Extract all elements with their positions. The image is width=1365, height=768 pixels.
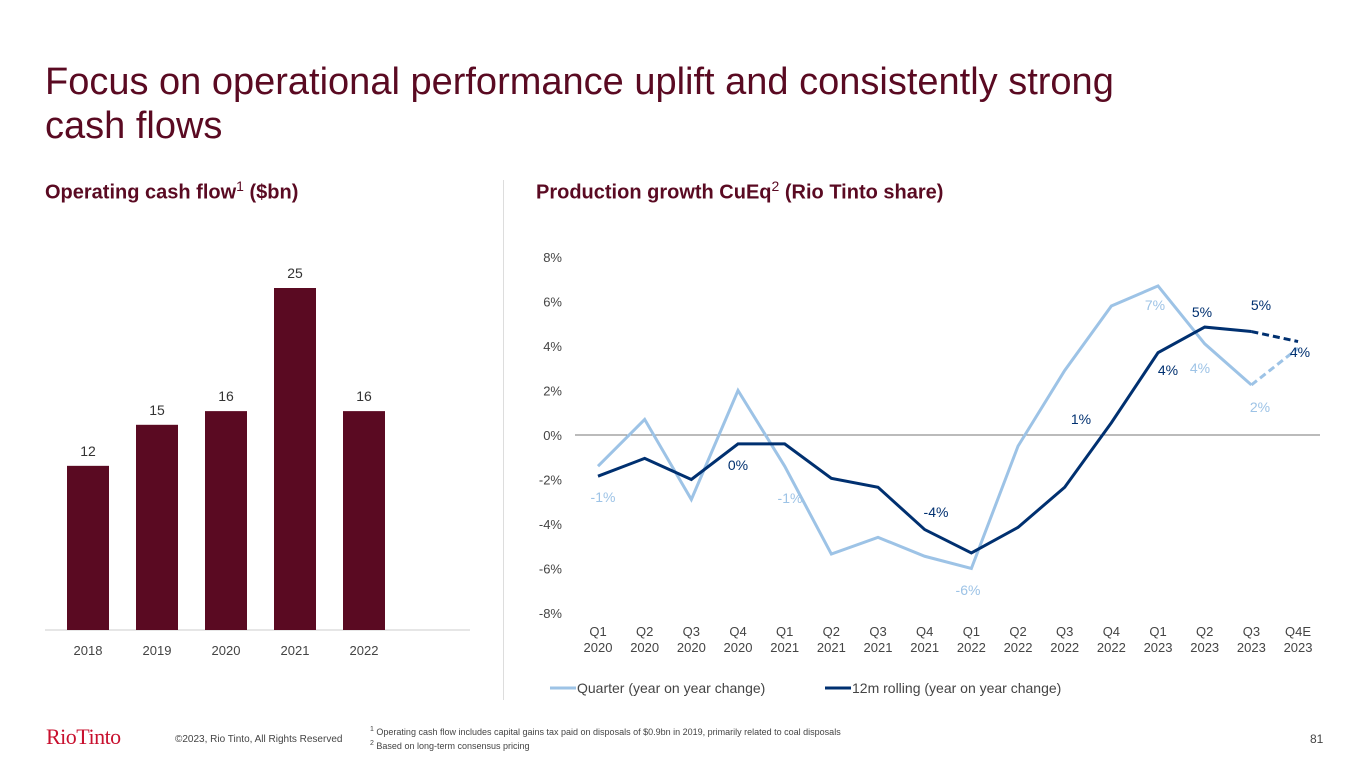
bar-data-label: 16 — [356, 388, 372, 404]
bar — [274, 288, 316, 630]
y-tick-label: 8% — [543, 250, 562, 265]
x-tick-label: 2022 — [1004, 640, 1033, 655]
x-tick-label: Q3 — [1243, 624, 1260, 639]
line-data-label: 4% — [1158, 362, 1178, 378]
bar-data-label: 15 — [149, 402, 165, 418]
bar-category-label: 2020 — [212, 643, 241, 658]
legend-label: Quarter (year on year change) — [577, 680, 765, 696]
x-tick-label: 2021 — [910, 640, 939, 655]
x-tick-label: Q2 — [1009, 624, 1026, 639]
series-line-forecast — [1250, 347, 1299, 387]
line-data-label: 4% — [1290, 344, 1310, 360]
x-tick-label: Q1 — [963, 624, 980, 639]
x-tick-label: Q2 — [823, 624, 840, 639]
x-tick-label: Q4 — [729, 624, 746, 639]
x-tick-label: Q3 — [1056, 624, 1073, 639]
x-tick-label: 2020 — [584, 640, 613, 655]
bar-data-label: 16 — [218, 388, 234, 404]
bar-chart-title: Operating cash flow1 ($bn) — [45, 178, 298, 205]
y-tick-label: -8% — [539, 606, 563, 621]
y-tick-label: -2% — [539, 473, 563, 488]
series-line — [596, 284, 1253, 571]
x-tick-label: 2023 — [1190, 640, 1219, 655]
rio-tinto-logo: RioTinto — [46, 724, 121, 749]
x-tick-label: 2023 — [1237, 640, 1266, 655]
line-data-label: -4% — [924, 504, 949, 520]
subtitle-unit: (Rio Tinto share) — [779, 181, 944, 204]
y-tick-label: -6% — [539, 562, 563, 577]
line-chart-title: Production growth CuEq2 (Rio Tinto share… — [536, 178, 943, 205]
x-tick-label: Q2 — [1196, 624, 1213, 639]
x-tick-label: Q2 — [636, 624, 653, 639]
line-data-label: 7% — [1145, 297, 1165, 313]
y-tick-label: 6% — [543, 295, 562, 310]
line-data-label: 1% — [1071, 411, 1091, 427]
x-tick-label: 2020 — [724, 640, 753, 655]
page-title: Focus on operational performance uplift … — [45, 61, 1114, 147]
x-tick-label: 2022 — [1097, 640, 1126, 655]
bar — [343, 411, 385, 630]
bar-category-label: 2022 — [350, 643, 379, 658]
line-data-label: -6% — [956, 582, 981, 598]
subtitle-text: Production growth CuEq — [536, 181, 772, 204]
x-tick-label: Q4E — [1285, 624, 1311, 639]
footnotes: 1 Operating cash flow includes capital g… — [370, 726, 841, 751]
line-data-label: 4% — [1190, 360, 1210, 376]
subtitle-unit: ($bn) — [243, 181, 299, 204]
y-tick-label: 0% — [543, 428, 562, 443]
x-tick-label: Q3 — [869, 624, 886, 639]
bar-category-label: 2018 — [74, 643, 103, 658]
y-tick-label: 2% — [543, 384, 562, 399]
bar-data-label: 25 — [287, 265, 303, 281]
x-tick-label: Q1 — [776, 624, 793, 639]
x-tick-label: 2021 — [864, 640, 893, 655]
footnote-ref: 1 — [236, 178, 244, 194]
x-tick-label: 2022 — [957, 640, 986, 655]
y-tick-label: 4% — [543, 339, 562, 354]
page-number: 81 — [1310, 732, 1324, 746]
x-tick-label: 2021 — [817, 640, 846, 655]
y-tick-label: -4% — [539, 517, 563, 532]
series-line — [597, 325, 1252, 555]
x-tick-label: Q3 — [683, 624, 700, 639]
bar-category-label: 2019 — [143, 643, 172, 658]
bar — [205, 411, 247, 630]
subtitle-text: Operating cash flow — [45, 181, 237, 204]
footnote-2: Based on long-term consensus pricing — [376, 741, 530, 751]
series-line-forecast — [1251, 330, 1299, 344]
x-tick-label: 2023 — [1284, 640, 1313, 655]
footnote-ref: 2 — [771, 178, 780, 194]
x-tick-label: Q1 — [589, 624, 606, 639]
copyright: ©2023, Rio Tinto, All Rights Reserved — [175, 734, 343, 745]
x-tick-label: 2021 — [770, 640, 799, 655]
line-data-label: 5% — [1251, 297, 1271, 313]
bar — [136, 424, 178, 630]
footnote-1: Operating cash flow includes capital gai… — [376, 727, 841, 737]
divider — [503, 180, 504, 700]
bar-category-label: 2021 — [281, 643, 310, 658]
x-tick-label: 2020 — [630, 640, 659, 655]
x-tick-label: Q4 — [1103, 624, 1120, 639]
line-data-label: 5% — [1192, 304, 1212, 320]
x-tick-label: 2023 — [1144, 640, 1173, 655]
line-data-label: -1% — [591, 489, 616, 505]
bar-data-label: 12 — [80, 443, 96, 459]
x-tick-label: 2022 — [1050, 640, 1079, 655]
x-tick-label: Q1 — [1149, 624, 1166, 639]
line-data-label: 2% — [1250, 399, 1270, 415]
x-tick-label: 2020 — [677, 640, 706, 655]
x-tick-label: Q4 — [916, 624, 933, 639]
line-data-label: 0% — [728, 457, 748, 473]
bar — [67, 465, 109, 630]
line-data-label: -1% — [778, 490, 803, 506]
legend-label: 12m rolling (year on year change) — [852, 680, 1061, 696]
